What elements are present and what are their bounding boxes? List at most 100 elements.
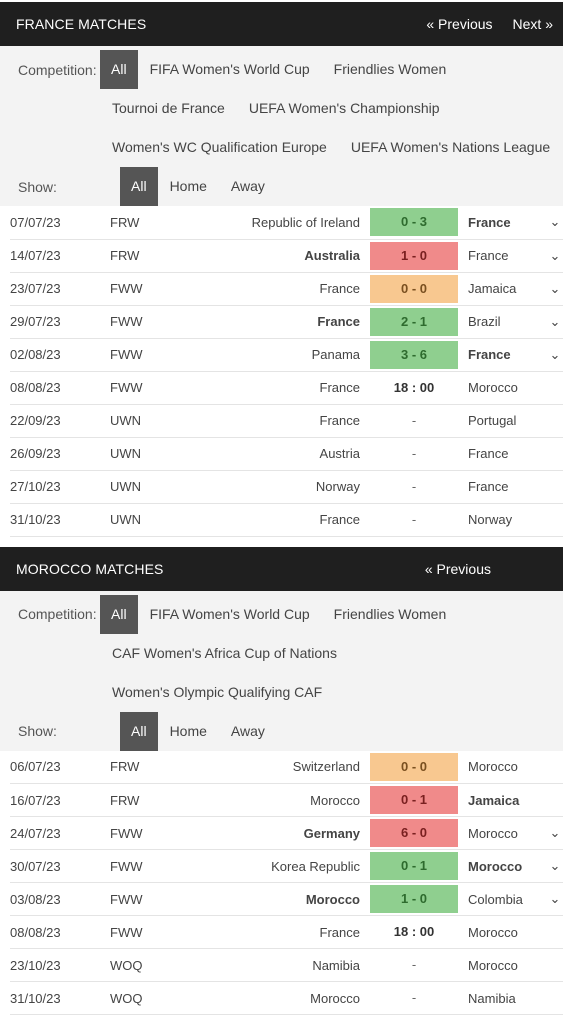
match-score[interactable]: 18 : 00 <box>393 924 435 939</box>
match-row[interactable]: 29/07/23 FWW France 2 - 1 Brazil ⌄ <box>10 305 563 338</box>
match-score[interactable]: 0 - 1 <box>370 786 458 814</box>
competition-option[interactable]: Women's WC Qualification Europe <box>112 139 327 155</box>
match-competition: FRW <box>110 248 140 263</box>
panel-title: FRANCE MATCHES <box>16 16 147 32</box>
competition-option[interactable]: UEFA Women's Championship <box>248 100 440 116</box>
show-home[interactable]: Home <box>169 722 207 739</box>
show-row: Show: All Home Away <box>0 711 563 751</box>
competition-all[interactable]: All <box>100 594 138 634</box>
score-cell: 18 : 00 <box>370 371 458 404</box>
match-score[interactable]: 3 - 6 <box>370 340 458 369</box>
match-score[interactable]: - <box>411 412 417 428</box>
chevron-down-icon[interactable]: ⌄ <box>549 247 561 263</box>
home-team: France <box>319 512 360 527</box>
match-score[interactable]: - <box>411 478 417 494</box>
competition-option[interactable]: Friendlies Women <box>333 605 447 622</box>
chevron-down-icon[interactable]: ⌄ <box>549 214 561 230</box>
score-cell: 0 - 1 <box>370 850 458 883</box>
chevron-down-icon[interactable] <box>547 404 563 437</box>
match-score[interactable]: - <box>411 957 417 972</box>
away-team: Brazil <box>468 314 501 329</box>
chevron-down-icon[interactable] <box>547 470 563 503</box>
score-cell: 0 - 0 <box>370 751 458 784</box>
competition-all[interactable]: All <box>100 50 138 89</box>
show-row: Show: All Home Away <box>0 167 563 206</box>
chevron-down-icon[interactable]: ⌄ <box>549 891 561 906</box>
show-away[interactable]: Away <box>230 178 265 194</box>
competition-option[interactable]: Women's Olympic Qualifying CAF <box>112 683 323 700</box>
match-date: 08/08/23 <box>10 924 61 940</box>
competition-option[interactable]: CAF Women's Africa Cup of Nations <box>112 644 337 661</box>
match-date: 08/08/23 <box>10 380 61 395</box>
chevron-down-icon[interactable] <box>547 916 563 949</box>
show-all[interactable]: All <box>120 711 158 751</box>
match-score[interactable]: 1 - 0 <box>370 241 458 270</box>
match-score[interactable]: 18 : 00 <box>393 379 435 395</box>
match-score[interactable]: 0 - 0 <box>370 752 458 781</box>
match-row[interactable]: 30/07/23 FWW Korea Republic 0 - 1 Morocco ⌄ <box>10 850 563 883</box>
match-date: 22/09/23 <box>10 413 61 428</box>
match-row[interactable]: 26/09/23 UWN Austria - France <box>10 437 563 470</box>
chevron-down-icon[interactable] <box>547 751 563 784</box>
match-row[interactable]: 08/08/23 FWW France 18 : 00 Morocco <box>10 371 563 404</box>
away-team: Namibia <box>468 990 516 1006</box>
chevron-down-icon[interactable]: ⌄ <box>549 825 561 840</box>
show-all[interactable]: All <box>120 167 158 206</box>
score-cell: 6 - 0 <box>370 817 458 850</box>
match-row[interactable]: 16/07/23 FRW Morocco 0 - 1 Jamaica <box>10 784 563 817</box>
match-score[interactable]: - <box>411 445 417 461</box>
score-cell: 0 - 3 <box>370 206 458 239</box>
match-row[interactable]: 03/08/23 FWW Morocco 1 - 0 Colombia ⌄ <box>10 883 563 916</box>
away-team: Morocco <box>468 924 518 940</box>
home-team: France <box>319 413 360 428</box>
show-home[interactable]: Home <box>169 178 207 194</box>
competition-option[interactable]: UEFA Women's Nations League <box>350 139 551 155</box>
match-score[interactable]: 1 - 0 <box>370 885 458 913</box>
score-cell: 0 - 0 <box>370 272 458 305</box>
match-row[interactable]: 23/10/23 WOQ Namibia - Morocco <box>10 949 563 982</box>
match-score[interactable]: 0 - 1 <box>370 852 458 880</box>
chevron-down-icon[interactable] <box>547 949 563 982</box>
match-row[interactable]: 07/07/23 FRW Republic of Ireland 0 - 3 Franc… <box>10 206 563 239</box>
next-link[interactable]: Next » <box>512 16 553 32</box>
match-row[interactable]: 31/10/23 UWN France - Norway <box>10 503 563 536</box>
competition-row: Women's WC Qualification Europe UEFA Wom… <box>0 128 563 167</box>
match-score[interactable]: 0 - 0 <box>370 274 458 303</box>
show-away[interactable]: Away <box>230 722 265 739</box>
match-score[interactable]: - <box>411 511 417 527</box>
chevron-down-icon[interactable] <box>547 503 563 536</box>
match-score[interactable]: - <box>411 990 417 1005</box>
competition-option[interactable]: FIFA Women's World Cup <box>149 61 310 77</box>
previous-link[interactable]: « Previous <box>426 16 493 32</box>
chevron-down-icon[interactable]: ⌄ <box>549 858 561 873</box>
competition-option[interactable]: FIFA Women's World Cup <box>149 605 310 622</box>
competition-row: Competition: All FIFA Women's World Cup … <box>0 594 563 634</box>
chevron-down-icon[interactable]: ⌄ <box>549 313 561 329</box>
match-row[interactable]: 14/07/23 FRW Australia 1 - 0 France ⌄ <box>10 239 563 272</box>
match-date: 29/07/23 <box>10 314 61 329</box>
match-score[interactable]: 0 - 3 <box>370 208 458 237</box>
match-score[interactable]: 6 - 0 <box>370 819 458 847</box>
chevron-down-icon[interactable] <box>547 437 563 470</box>
score-cell: - <box>370 982 458 1015</box>
score-cell: - <box>370 949 458 982</box>
chevron-down-icon[interactable]: ⌄ <box>549 280 561 296</box>
competition-option[interactable]: Friendlies Women <box>333 61 447 77</box>
match-row[interactable]: 02/08/23 FWW Panama 3 - 6 France ⌄ <box>10 338 563 371</box>
score-cell: 0 - 1 <box>370 784 458 817</box>
chevron-down-icon[interactable] <box>547 371 563 404</box>
match-row[interactable]: 31/10/23 WOQ Morocco - Namibia <box>10 982 563 1015</box>
home-team: Korea Republic <box>271 858 360 874</box>
match-row[interactable]: 24/07/23 FWW Germany 6 - 0 Morocco ⌄ <box>10 817 563 850</box>
match-row[interactable]: 08/08/23 FWW France 18 : 00 Morocco <box>10 916 563 949</box>
match-score[interactable]: 2 - 1 <box>370 307 458 336</box>
match-row[interactable]: 23/07/23 FWW France 0 - 0 Jamaica ⌄ <box>10 272 563 305</box>
chevron-down-icon[interactable] <box>547 784 563 817</box>
chevron-down-icon[interactable]: ⌄ <box>549 346 561 362</box>
competition-option[interactable]: Tournoi de France <box>112 100 225 116</box>
previous-link[interactable]: « Previous <box>424 560 491 577</box>
chevron-down-icon[interactable] <box>547 982 563 1015</box>
match-row[interactable]: 27/10/23 UWN Norway - France <box>10 470 563 503</box>
match-row[interactable]: 22/09/23 UWN France - Portugal <box>10 404 563 437</box>
match-row[interactable]: 06/07/23 FRW Switzerland 0 - 0 Morocco <box>10 751 563 784</box>
